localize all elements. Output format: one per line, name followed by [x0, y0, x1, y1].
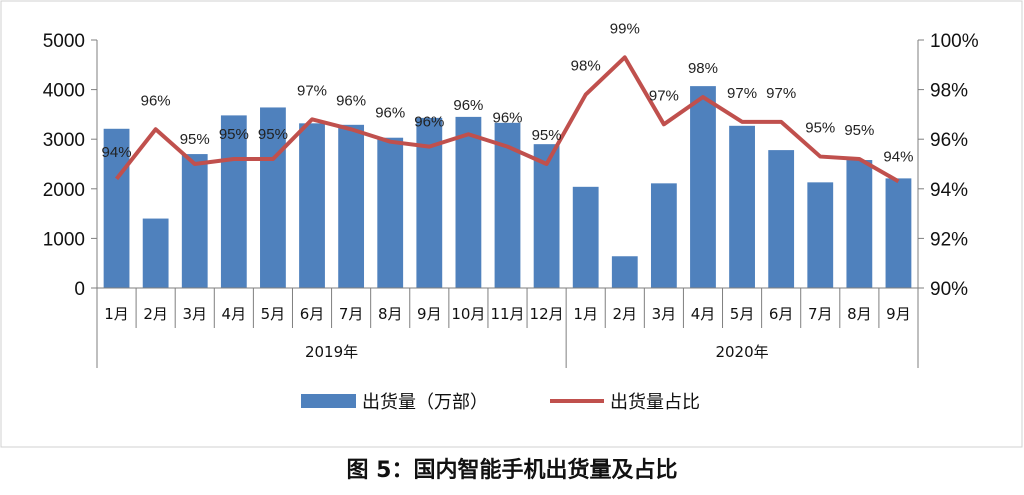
x-tick-label: 4月	[691, 305, 716, 323]
y-right-tick-label: 96%	[930, 130, 968, 151]
line-data-label: 99%	[610, 20, 640, 37]
x-tick-label: 3月	[652, 305, 677, 323]
bar	[455, 116, 482, 288]
x-tick-label: 6月	[769, 305, 794, 323]
x-tick-label: 3月	[182, 305, 207, 323]
line-data-label: 98%	[571, 58, 601, 75]
figure-caption: 图 5：国内智能手机出货量及占比	[346, 458, 678, 483]
line-data-label: 94%	[102, 144, 132, 161]
legend-label-line: 出货量占比	[610, 392, 700, 413]
x-tick-label: 7月	[808, 305, 833, 323]
line-data-label: 95%	[219, 126, 249, 143]
x-tick-label: 12月	[530, 305, 564, 323]
y-left-tick-label: 2000	[43, 180, 85, 201]
y-right-tick-label: 92%	[930, 229, 968, 250]
x-tick-label: 8月	[847, 305, 872, 323]
bar	[885, 178, 912, 288]
x-tick-label: 9月	[417, 305, 442, 323]
line-data-label: 96%	[336, 92, 366, 109]
bar	[220, 115, 247, 288]
group-label: 2019年	[305, 343, 358, 361]
share-line	[114, 55, 900, 184]
x-tick-label: 11月	[490, 305, 524, 323]
y-right-tick-label: 94%	[930, 180, 968, 201]
bar	[611, 256, 638, 288]
line-data-label: 96%	[141, 92, 171, 109]
bar	[729, 125, 755, 288]
legend-swatch-bar	[301, 394, 356, 408]
line-data-label: 97%	[766, 85, 796, 102]
line-data-label: 97%	[649, 87, 679, 104]
bar	[338, 124, 365, 288]
line-data-label: 95%	[805, 120, 835, 137]
line-data-label: 96%	[453, 97, 483, 114]
x-tick-label: 5月	[261, 305, 286, 323]
bar	[103, 128, 130, 288]
x-tick-label: 8月	[378, 305, 403, 323]
x-tick-label: 6月	[300, 305, 325, 323]
bar	[846, 160, 873, 288]
y-right-tick-label: 98%	[930, 81, 968, 102]
x-tick-label: 1月	[104, 305, 129, 323]
y-left-tick-label: 5000	[43, 31, 85, 52]
bar	[299, 123, 325, 288]
line-data-label: 96%	[414, 114, 444, 131]
line-data-label: 96%	[375, 105, 405, 122]
chart-frame	[0, 0, 1023, 448]
bar	[377, 137, 404, 288]
line-data-label: 95%	[180, 131, 210, 148]
line-data-label: 95%	[258, 126, 288, 143]
x-tick-label: 1月	[573, 305, 598, 323]
x-tick-label: 5月	[730, 305, 755, 323]
y-right-tick-label: 90%	[930, 279, 968, 300]
x-tick-label: 7月	[339, 305, 364, 323]
x-tick-label: 2月	[143, 305, 168, 323]
chart-svg: 0 1000 2000 3000 4000 5000 90% 92% 94% 96% 98% 100%…	[0, 0, 1023, 448]
bar	[690, 86, 716, 289]
line-data-label: 97%	[727, 85, 757, 102]
line-data-label: 96%	[492, 110, 522, 127]
x-tick-label: 10月	[451, 305, 485, 323]
bar	[181, 154, 208, 288]
group-label: 2020年	[715, 343, 768, 361]
line-data-label: 97%	[297, 82, 327, 99]
x-tick-label: 2月	[613, 305, 638, 323]
bar	[142, 218, 169, 288]
bar	[807, 182, 834, 288]
bar	[650, 183, 677, 288]
legend-label-bar: 出货量（万部）	[362, 392, 488, 413]
y-left-tick-label: 1000	[43, 229, 85, 250]
bar	[768, 150, 795, 288]
y-left-tick-label: 3000	[43, 130, 85, 151]
line-data-label: 95%	[844, 122, 874, 139]
y-left-tick-label: 0	[74, 279, 85, 300]
x-tick-label: 9月	[886, 305, 911, 323]
y-left-tick-label: 4000	[43, 81, 85, 102]
line-data-label: 94%	[883, 148, 913, 165]
x-tick-label: 4月	[222, 305, 247, 323]
bar	[260, 107, 286, 289]
bar	[572, 186, 599, 288]
line-data-label: 98%	[688, 60, 718, 77]
y-right-tick-label: 100%	[930, 31, 979, 52]
bar	[533, 144, 560, 288]
line-data-label: 95%	[532, 127, 562, 144]
